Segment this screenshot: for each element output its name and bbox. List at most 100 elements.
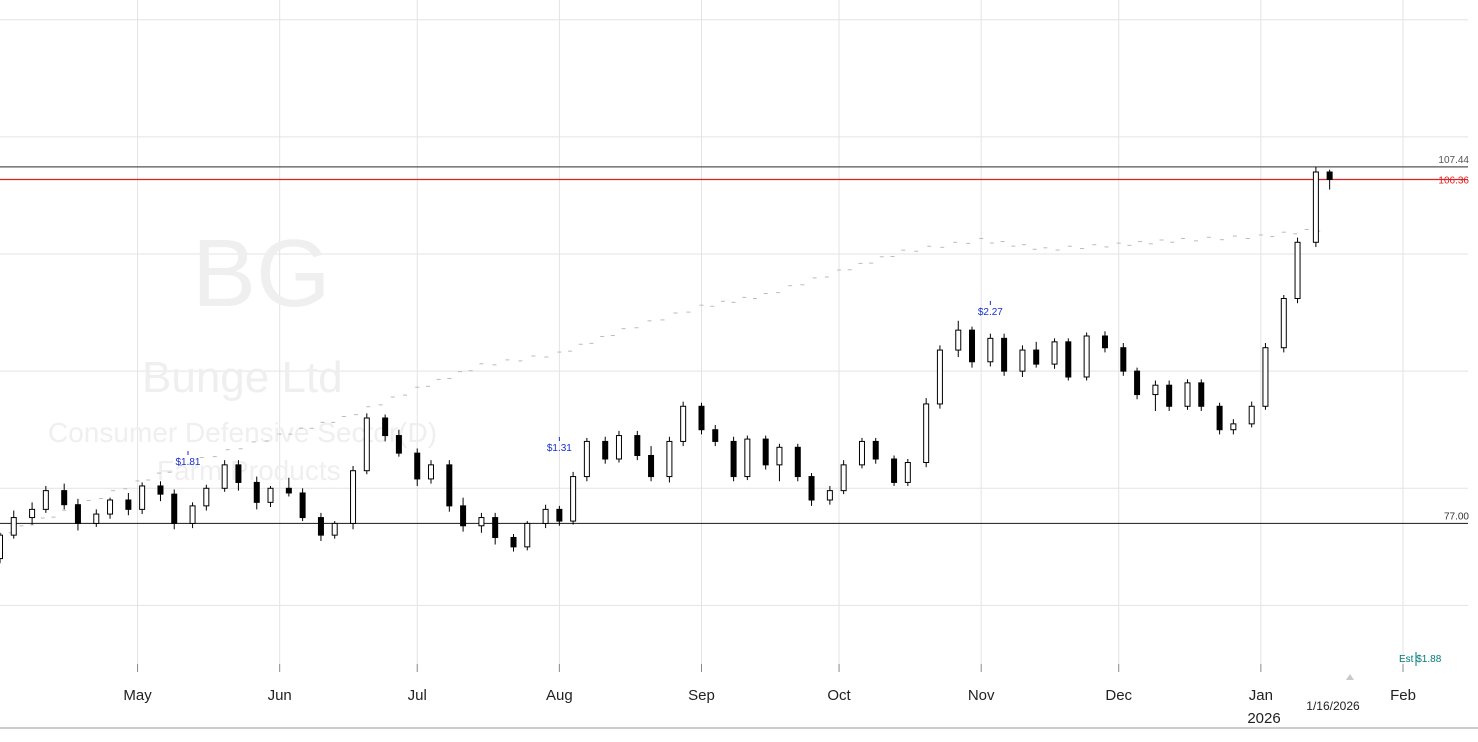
current-date-label: 1/16/2026 (1306, 699, 1360, 713)
candlestick (524, 521, 531, 551)
candle-body (1184, 382, 1191, 407)
candle-body (891, 458, 898, 483)
x-axis-month-label: Jul (408, 687, 427, 704)
candle-body (1216, 405, 1223, 431)
candle-body (840, 464, 847, 492)
candle-body (510, 536, 517, 548)
estimate-label: Est $1.88 (1399, 654, 1442, 665)
candlestick (1019, 345, 1026, 377)
candle-body (808, 476, 815, 501)
candlestick (1198, 379, 1205, 411)
candlestick (157, 481, 164, 502)
candlestick (570, 471, 577, 525)
candlestick (698, 402, 705, 435)
candlestick (680, 401, 687, 447)
candlestick (107, 497, 114, 519)
candlestick (808, 473, 815, 506)
candle-body (1134, 370, 1141, 396)
candlestick (189, 502, 196, 529)
candlestick (1184, 379, 1191, 410)
x-axis-month-label: Jan (1249, 687, 1273, 704)
candlestick (125, 492, 132, 516)
candle-body (524, 522, 531, 548)
x-axis-month-label: Sep (688, 687, 715, 704)
candle-body (382, 417, 389, 437)
candle-body (299, 492, 306, 519)
candlestick (350, 466, 357, 530)
candlestick (1262, 343, 1269, 410)
candle-body (350, 470, 357, 524)
watermark-symbol: BG (192, 220, 331, 327)
candle-body (1065, 341, 1072, 378)
candle-body (1326, 171, 1333, 180)
candle-body (583, 440, 590, 478)
candlestick (794, 443, 801, 482)
candlestick (542, 504, 549, 529)
candlestick (1248, 401, 1255, 428)
candle-body (61, 490, 68, 506)
candle-body (203, 487, 210, 507)
candlestick (460, 497, 467, 532)
relative-strength-line (0, 228, 1321, 535)
candle-body (478, 517, 485, 527)
candlestick (987, 333, 994, 367)
candle-body (794, 446, 801, 478)
candlestick (1083, 332, 1090, 381)
candle-body (904, 462, 911, 483)
candle-body (1312, 171, 1319, 243)
candle-body (1083, 335, 1090, 378)
candlestick (395, 429, 402, 457)
candlestick (1152, 380, 1159, 411)
dividend-label: $1.81 (175, 457, 200, 468)
candle-body (826, 490, 833, 501)
candle-body (1019, 349, 1026, 372)
candlestick (139, 482, 146, 515)
candle-body (615, 435, 622, 460)
x-axis-month-label: Aug (546, 687, 573, 704)
candlestick (840, 460, 847, 495)
candlestick (955, 320, 962, 358)
watermark-company: Bunge Ltd (142, 353, 343, 402)
candlestick (299, 488, 306, 522)
candlestick (891, 455, 898, 486)
x-axis: May Jun Jul Aug Sep Oct Nov Dec Jan Feb (123, 664, 1416, 704)
candlestick (602, 436, 609, 464)
candlestick (510, 533, 517, 552)
candlestick (936, 345, 943, 409)
candle-body (1262, 347, 1269, 407)
candle-body (1051, 341, 1058, 365)
candle-body (1294, 241, 1301, 300)
dividend-label: $1.31 (547, 443, 572, 454)
price-level-label: 106.36 (1438, 175, 1469, 186)
candlestick (42, 485, 49, 513)
candlestick (762, 435, 769, 470)
candle-body (446, 464, 453, 507)
candle-body (395, 435, 402, 454)
price-level-lines: 107.44 106.36 77.00 (0, 155, 1469, 525)
candlestick (634, 430, 641, 461)
candle-body (987, 337, 994, 363)
candle-body (414, 452, 421, 480)
candle-body (556, 508, 563, 522)
candlestick (235, 460, 242, 491)
candle-body (93, 513, 100, 524)
candlestick (1326, 169, 1333, 190)
price-level-label: 107.44 (1438, 155, 1469, 166)
candlestick (171, 489, 178, 530)
candlestick (492, 512, 499, 545)
candle-body (1248, 405, 1255, 425)
candlestick (0, 532, 3, 564)
candlestick (478, 512, 485, 533)
candlestick (331, 521, 338, 539)
candle-body (680, 405, 687, 442)
candle-body (107, 499, 114, 515)
chart-watermark: BG Bunge Ltd Consumer Defensive Sector(D… (48, 220, 437, 486)
candle-body (955, 329, 962, 351)
candlestick (904, 459, 911, 486)
candlestick (730, 436, 737, 482)
candle-body (712, 429, 719, 442)
candle-body (427, 464, 434, 480)
candle-body (969, 329, 976, 363)
candlestick (1230, 419, 1237, 435)
